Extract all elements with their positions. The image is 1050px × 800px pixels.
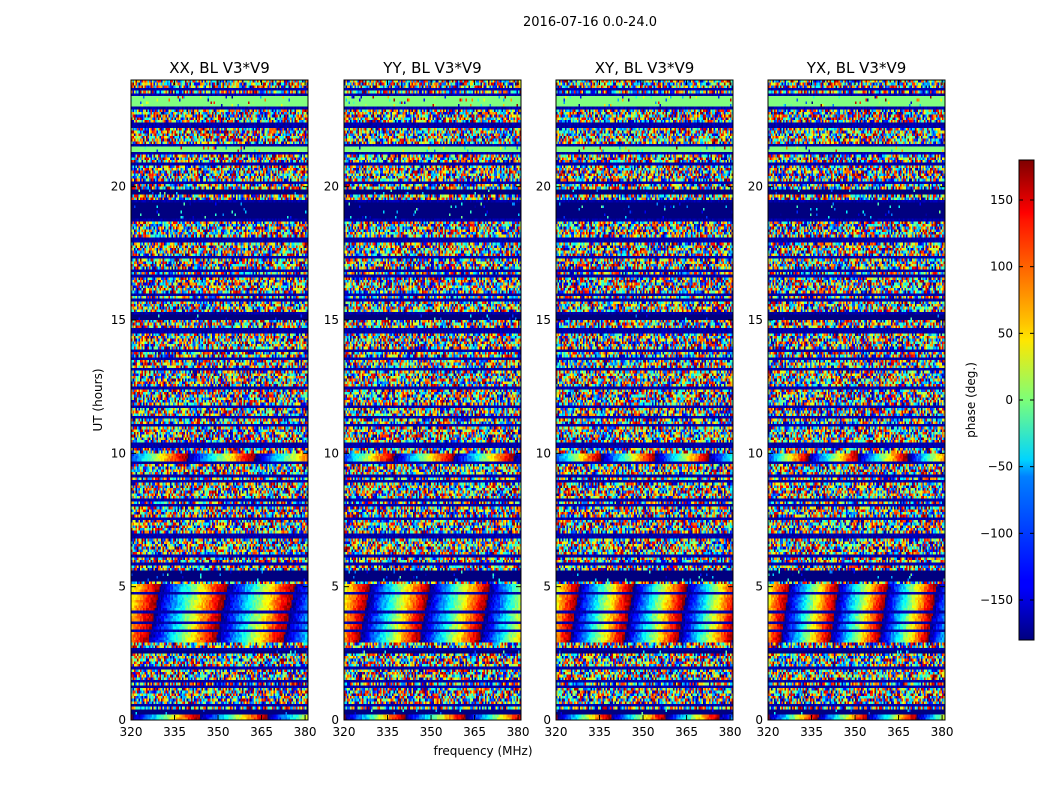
x-tick-label: 365 (463, 725, 486, 739)
x-tick-label: 335 (376, 725, 399, 739)
phase-heatmap-3 (556, 80, 733, 720)
y-tick-label: 10 (748, 446, 763, 460)
x-tick-label: 365 (250, 725, 273, 739)
y-tick-label: 0 (543, 713, 551, 727)
y-tick-label: 5 (118, 580, 126, 594)
y-tick-label: 15 (111, 313, 126, 327)
phase-heatmap-1 (131, 80, 308, 720)
x-axis-label: frequency (MHz) (433, 744, 532, 758)
panel-title: XX, BL V3*V9 (169, 59, 270, 77)
x-tick-label: 350 (207, 725, 230, 739)
colorbar-tick-label: −50 (988, 460, 1013, 474)
panel-2: YY, BL V3*V9 320 335 350 365 380 0 5 10 15 20 (324, 59, 530, 739)
panel-title: XY, BL V3*V9 (595, 59, 695, 77)
panel-frame (343, 79, 522, 721)
y-tick-label: 15 (324, 313, 339, 327)
x-tick-label: 380 (931, 725, 954, 739)
colorbar-tick-label: −150 (980, 593, 1013, 607)
y-axis-label: UT (hours) (91, 368, 105, 431)
figure-suptitle: 2016-07-16 0.0-24.0 (523, 15, 657, 30)
colorbar-label: phase (deg.) (964, 362, 978, 438)
x-tick-label: 365 (675, 725, 698, 739)
colorbar-tick-label: −100 (980, 526, 1013, 540)
y-tick-label: 0 (755, 713, 763, 727)
phase-heatmap-2 (344, 80, 521, 720)
x-tick-label: 380 (719, 725, 742, 739)
y-tick-label: 10 (536, 446, 551, 460)
x-tick-label: 335 (588, 725, 611, 739)
y-tick-label: 20 (536, 180, 551, 194)
y-tick-label: 10 (324, 446, 339, 460)
x-tick-label: 320 (545, 725, 568, 739)
y-tick-label: 5 (755, 580, 763, 594)
colorbar-ticks: 150 100 50 0 −50 −100 −150 (980, 193, 1034, 607)
y-tick-label: 0 (118, 713, 126, 727)
colorbar: 150 100 50 0 −50 −100 −150 phase (deg.) (964, 159, 1035, 641)
x-tick-label: 335 (163, 725, 186, 739)
phase-heatmap-4 (768, 80, 945, 720)
x-tick-label: 350 (632, 725, 655, 739)
x-tick-label: 380 (507, 725, 530, 739)
panel-title: YX, BL V3*V9 (806, 59, 907, 77)
x-tick-label: 365 (887, 725, 910, 739)
x-tick-label: 380 (294, 725, 317, 739)
x-tick-label: 350 (844, 725, 867, 739)
panel-frame (767, 79, 946, 721)
panel-1: XX, BL V3*V9 320 335 350 365 380 0 5 10 15 20 (111, 59, 317, 739)
y-tick-label: 5 (543, 580, 551, 594)
y-tick-label: 20 (324, 180, 339, 194)
colorbar-tick-label: 50 (998, 326, 1013, 340)
x-tick-label: 335 (800, 725, 823, 739)
y-tick-label: 15 (748, 313, 763, 327)
x-tick-label: 320 (333, 725, 356, 739)
y-tick-label: 0 (331, 713, 339, 727)
colorbar-gradient (1019, 160, 1034, 640)
colorbar-tick-label: 0 (1005, 393, 1013, 407)
x-tick-label: 350 (420, 725, 443, 739)
y-tick-label: 20 (748, 180, 763, 194)
colorbar-tick-label: 100 (990, 260, 1013, 274)
x-tick-label: 320 (120, 725, 143, 739)
y-tick-label: 20 (111, 180, 126, 194)
y-tick-label: 10 (111, 446, 126, 460)
y-tick-label: 5 (331, 580, 339, 594)
panel-frame (130, 79, 309, 721)
y-tick-label: 15 (536, 313, 551, 327)
colorbar-tick-label: 150 (990, 193, 1013, 207)
panel-4: YX, BL V3*V9 320 335 350 365 380 0 5 10 15 20 (748, 59, 954, 739)
x-tick-label: 320 (757, 725, 780, 739)
panel-frame (555, 79, 734, 721)
panel-3: XY, BL V3*V9 320 335 350 365 380 0 5 10 15 20 (536, 59, 742, 739)
panel-title: YY, BL V3*V9 (382, 59, 481, 77)
